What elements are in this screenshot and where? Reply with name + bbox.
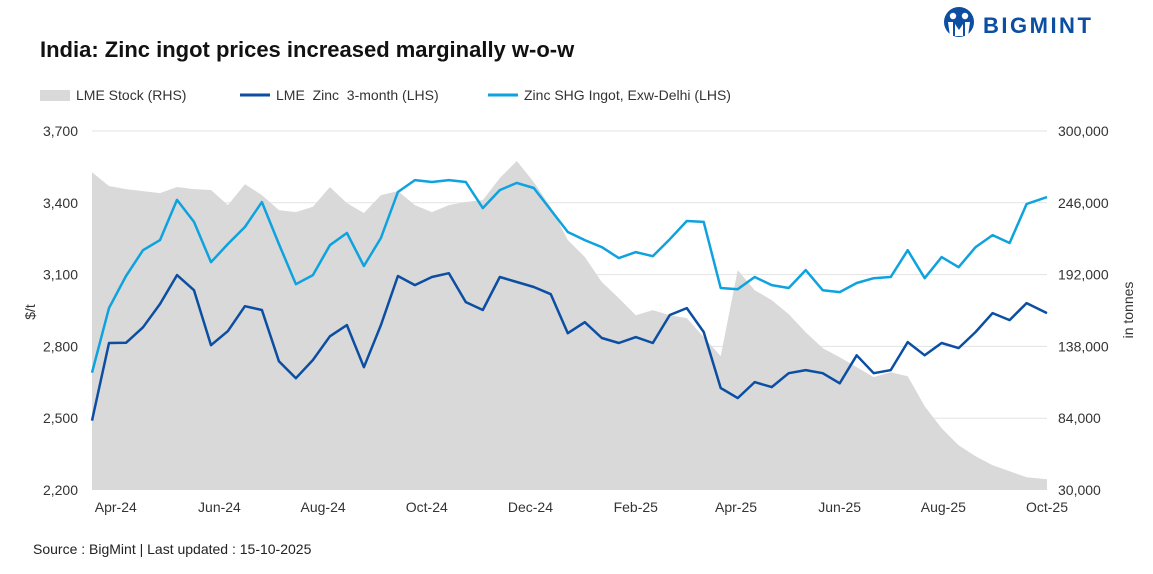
legend-label-zinc-shg: Zinc SHG Ingot, Exw-Delhi (LHS)	[524, 87, 731, 103]
x-tick-label: Apr-25	[715, 499, 757, 515]
x-tick-label: Oct-25	[1026, 499, 1068, 515]
x-tick-label: Aug-25	[921, 499, 966, 515]
legend-label-lme-stock: LME Stock (RHS)	[76, 87, 186, 103]
x-tick-label: Jun-25	[818, 499, 861, 515]
x-tick-label: Apr-24	[95, 499, 137, 515]
y-tick-label: 2,800	[43, 338, 78, 354]
x-tick-label: Jun-24	[198, 499, 241, 515]
y2-axis-label: in tonnes	[1120, 282, 1136, 339]
x-tick-label: Aug-24	[301, 499, 346, 515]
line-lme-zinc-3-month-lhs	[90, 271, 1048, 421]
y-tick-label: 3,700	[43, 123, 78, 139]
y-tick-label: 3,100	[43, 267, 78, 283]
plot-area	[90, 161, 1048, 490]
legend: LME Stock (RHS) LME Zinc 3-month (LHS) Z…	[40, 87, 731, 103]
axes: 2,200 30,000 2,500 84,000 2,800 138,000 3,100 1…	[43, 123, 1109, 515]
x-tick-label: Feb-25	[614, 499, 659, 515]
y2-tick-label: 138,000	[1058, 338, 1109, 354]
logo-text: BIGMINT	[983, 13, 1093, 38]
y2-tick-label: 84,000	[1058, 410, 1101, 426]
y-axis-label: $/t	[22, 304, 38, 320]
y-tick-label: 2,500	[43, 410, 78, 426]
y-tick-label: 2,200	[43, 482, 78, 498]
bigmint-logo: BIGMINT	[944, 7, 1093, 38]
legend-label-lme-zinc: LME Zinc 3-month (LHS)	[276, 87, 439, 103]
x-tick-label: Dec-24	[508, 499, 553, 515]
y2-tick-label: 300,000	[1058, 123, 1109, 139]
source-note: Source : BigMint | Last updated : 15-10-…	[33, 541, 312, 557]
y2-tick-label: 30,000	[1058, 482, 1101, 498]
line-zinc-shg-ingot-exw-delhi-lhs	[90, 178, 1048, 374]
y-tick-label: 3,400	[43, 195, 78, 211]
y2-tick-label: 246,000	[1058, 195, 1109, 211]
x-tick-label: Oct-24	[406, 499, 448, 515]
y2-tick-label: 192,000	[1058, 267, 1109, 283]
chart-title: India: Zinc ingot prices increased margi…	[40, 37, 575, 62]
area-lme-stock-rhs	[92, 161, 1047, 490]
legend-swatch-lme-stock	[40, 90, 70, 101]
